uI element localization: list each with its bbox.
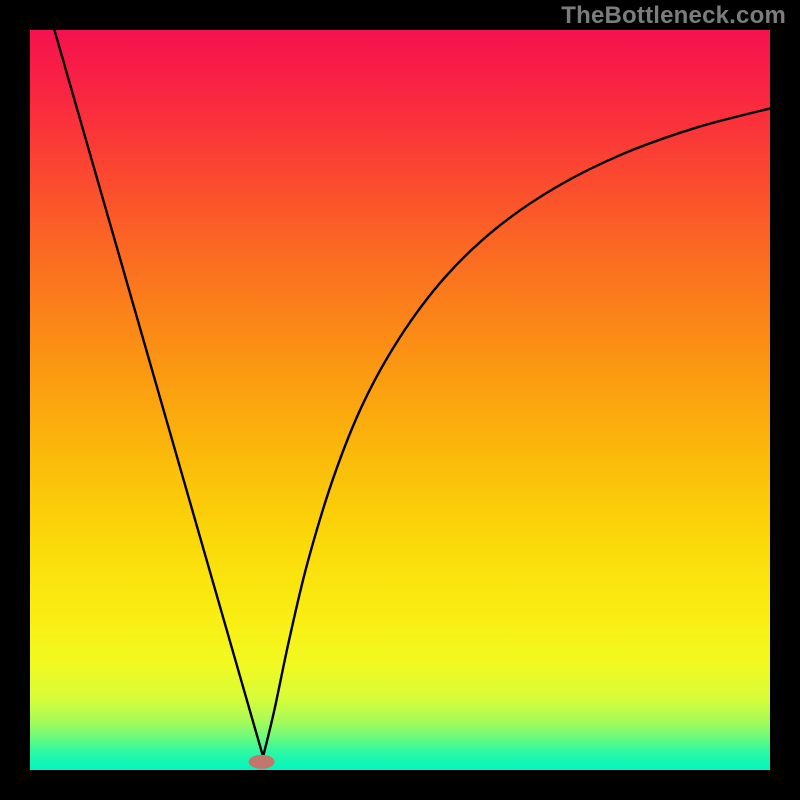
chart-canvas: TheBottleneck.com — [0, 0, 800, 800]
bottleneck-chart-svg — [0, 0, 800, 800]
watermark-text: TheBottleneck.com — [561, 2, 786, 30]
optimum-marker — [249, 755, 275, 769]
